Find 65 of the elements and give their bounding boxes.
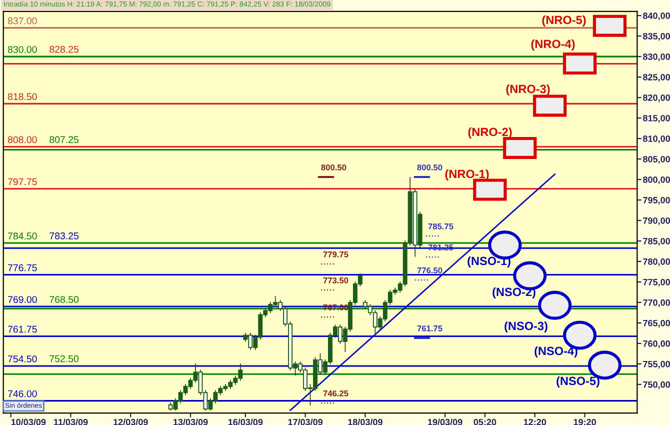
y-tick-label: 835,00 — [643, 33, 670, 41]
ref-line-label: 830.00 — [8, 46, 37, 53]
ref-line-label: 797.75 — [8, 178, 37, 186]
x-tick-label: 16/03/09 — [228, 418, 263, 425]
annotation: (NRO-4) — [531, 40, 575, 50]
annotation: 773.50 — [323, 277, 348, 284]
ref-line-label: 768.50 — [50, 296, 79, 303]
ref-line-label: 818.50 — [8, 93, 37, 100]
annotation: 767.00 — [323, 304, 348, 310]
y-tick-label: 815,00 — [643, 114, 670, 123]
ref-line-label: 776.75 — [8, 264, 37, 272]
point — [538, 290, 572, 320]
y-tick-label: 785,00 — [643, 238, 670, 246]
annotation: (NRO-5) — [542, 16, 586, 26]
annotation: 776.50 — [417, 267, 442, 274]
annotation: 800.50 — [321, 164, 346, 170]
y-tick-label: 775,00 — [643, 278, 670, 287]
ref-line-label: 746.00 — [8, 390, 37, 398]
annotation: 781.25 — [428, 244, 454, 250]
y-tick-label: 800,00 — [643, 176, 670, 184]
ref-line-label: 752.50 — [50, 355, 79, 362]
y-tick-label: 825,00 — [643, 74, 670, 82]
y-tick-label: 840,00 — [643, 12, 670, 20]
y-tick-label: 820,00 — [643, 94, 670, 102]
y-tick-label: 780,00 — [643, 258, 670, 266]
annotation: 761.75 — [417, 325, 442, 332]
y-tick-label: 795,00 — [643, 196, 670, 205]
ref-line-label: 808.00 — [8, 136, 37, 144]
x-tick-label: 19:20 — [574, 418, 596, 425]
y-tick-label: 790,00 — [643, 217, 670, 226]
y-tick-label: 760,00 — [643, 340, 670, 348]
x-tick-label: 10/03/09 — [11, 418, 46, 425]
y-tick-label: 750,00 — [643, 381, 670, 390]
annotation: 800.50 — [417, 164, 442, 170]
x-tick-label: 18/03/09 — [348, 418, 382, 425]
x-tick-label: 11/03/09 — [54, 418, 88, 425]
x-tick-label: 05:20 — [474, 418, 496, 425]
ref-line-label: 783.25 — [50, 232, 79, 240]
x-tick-label: 13/03/09 — [174, 418, 208, 425]
y-tick-label: 830,00 — [643, 54, 670, 62]
y-tick-label: 755,00 — [643, 360, 670, 369]
annotation: (NSO-5) — [556, 376, 600, 388]
x-tick-label: 17/03/09 — [288, 418, 323, 425]
x-tick-label: 12/03/09 — [114, 418, 148, 425]
ref-line-label: 754.50 — [8, 356, 37, 362]
annotation: (NSO-4) — [534, 346, 578, 358]
y-tick-label: 810,00 — [643, 135, 670, 144]
annotation: (NRO-3) — [506, 84, 550, 96]
x-tick-label: 19/03/09 — [428, 418, 462, 425]
annotation: 785.75 — [428, 223, 454, 230]
ref-line-label: 828.25 — [50, 46, 79, 53]
ref-line-label: 769.00 — [8, 296, 37, 303]
annotation: (NRO-2) — [468, 128, 512, 138]
annotation: (NSO-3) — [504, 321, 548, 333]
annotation: (NRO-1) — [445, 169, 489, 180]
annotation: 746.25 — [323, 390, 348, 396]
x-tick-label: 12:20 — [524, 418, 546, 425]
y-tick-label: 770,00 — [643, 299, 670, 308]
ref-line-label: 784.50 — [8, 232, 37, 240]
y-tick-label: 765,00 — [643, 320, 670, 328]
annotation: 779.75 — [323, 251, 348, 258]
ref-line-label: 807.25 — [50, 136, 79, 144]
y-tick-label: 805,00 — [643, 156, 670, 164]
ref-line-label: 837.00 — [8, 17, 37, 24]
ref-line-label: 761.75 — [8, 326, 37, 333]
